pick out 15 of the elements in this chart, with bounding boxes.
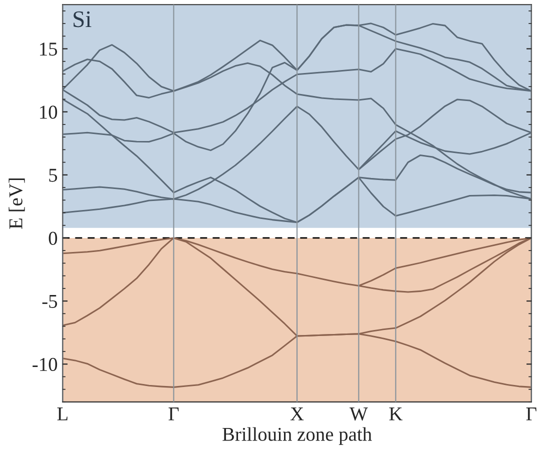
y-tick-label: 0 <box>48 232 58 245</box>
annotation: Si <box>74 11 92 28</box>
x-tick-label: K <box>389 408 403 420</box>
x-tick-label: L <box>57 408 68 420</box>
x-tick-label: Γ <box>168 408 179 420</box>
x-tick-label: W <box>350 408 368 421</box>
y-tick-label: 5 <box>49 168 58 182</box>
x-axis-title: Brillouin zone path <box>222 427 372 445</box>
x-tick-label: Γ <box>526 408 536 420</box>
y-tick-label: -10 <box>32 358 58 372</box>
y-tick-label: -5 <box>42 295 58 308</box>
y-tick-label: 10 <box>40 106 58 119</box>
y-tick-label: 15 <box>40 42 58 56</box>
x-tick-label: X <box>290 408 304 420</box>
y-axis-title: E [eV] <box>8 178 25 229</box>
